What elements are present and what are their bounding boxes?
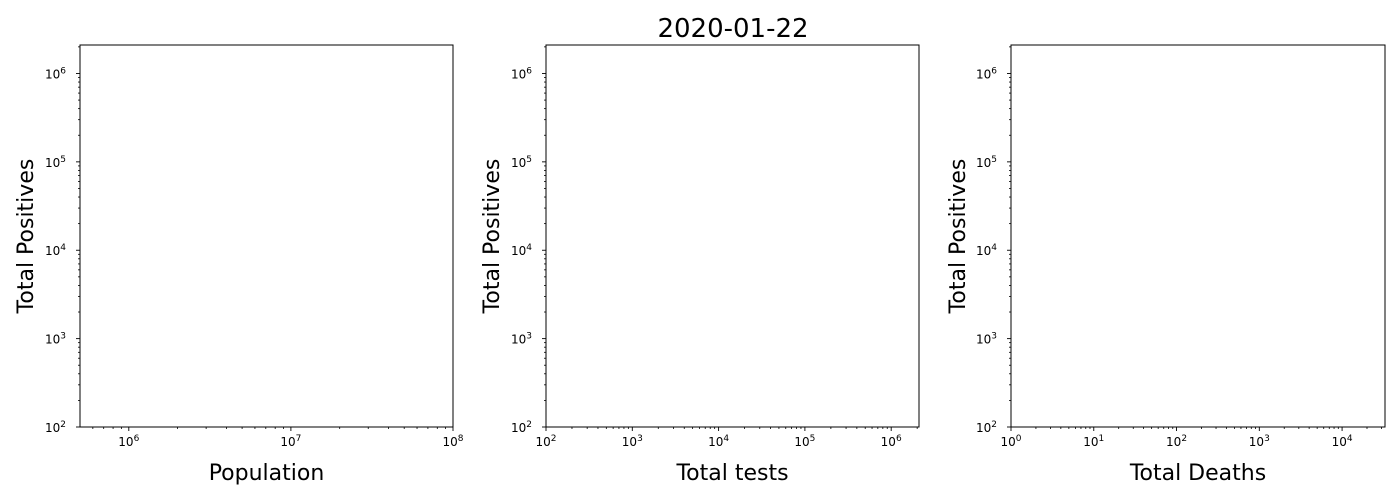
x-tick-label: 107 — [280, 434, 301, 449]
plot-area-total-deaths — [1010, 44, 1386, 428]
y-axis-label-total-tests: Total Positives — [480, 159, 505, 315]
plot-area-population — [79, 44, 454, 428]
axis-ticks-total-tests: 102 103 104 105 106 102 103 104 105 106 — [511, 46, 918, 449]
x-tick-label: 102 — [1166, 434, 1187, 449]
x-tick-label: 106 — [881, 434, 902, 449]
x-tick-label: 103 — [1249, 434, 1270, 449]
x-tick-label: 108 — [442, 434, 463, 449]
y-tick-label: 106 — [511, 66, 532, 81]
y-tick-label: 106 — [976, 66, 997, 81]
x-tick-label: 100 — [1000, 434, 1021, 449]
y-axis-label-total-deaths: Total Positives — [946, 159, 971, 315]
panel-population: Population Total Positives 106 107 1081021… — [14, 44, 464, 486]
x-axis-label-total-deaths: Total Deaths — [1129, 461, 1266, 486]
y-tick-label: 105 — [976, 155, 997, 170]
x-tick-label: 104 — [1332, 434, 1353, 449]
y-tick-label: 103 — [976, 332, 997, 347]
y-tick-label: 105 — [511, 155, 532, 170]
x-tick-label: 106 — [118, 434, 139, 449]
x-tick-label: 104 — [708, 434, 729, 449]
y-tick-label: 104 — [45, 243, 66, 258]
y-tick-label: 103 — [45, 332, 66, 347]
y-tick-label: 102 — [45, 420, 66, 435]
x-axis-label-population: Population — [209, 461, 325, 486]
panel-total-deaths: Total Deaths Total Positives 100 101 102 10… — [946, 44, 1386, 486]
y-tick-label: 105 — [45, 155, 66, 170]
y-tick-label: 103 — [511, 332, 532, 347]
x-tick-label: 101 — [1083, 434, 1104, 449]
x-tick-label: 103 — [622, 434, 643, 449]
y-tick-label: 104 — [511, 243, 532, 258]
y-tick-label: 106 — [45, 66, 66, 81]
axis-ticks-total-deaths: 100 101 102 103 104 102 103 104 105 106 — [976, 46, 1382, 449]
x-tick-label: 105 — [794, 434, 815, 449]
x-axis-label-total-tests: Total tests — [675, 461, 788, 486]
y-tick-label: 102 — [511, 420, 532, 435]
panel-total-tests: Total tests Total Positives 102 103 104 105… — [480, 44, 920, 486]
y-tick-label: 104 — [976, 243, 997, 258]
y-axis-label-population: Total Positives — [14, 159, 39, 315]
x-tick-label: 102 — [535, 434, 556, 449]
axis-ticks-population: 106 107 108 102 103 104 105 106 — [45, 46, 464, 449]
y-tick-label: 102 — [976, 420, 997, 435]
figure-title: 2020-01-22 — [657, 14, 808, 44]
plot-area-total-tests — [545, 44, 920, 428]
